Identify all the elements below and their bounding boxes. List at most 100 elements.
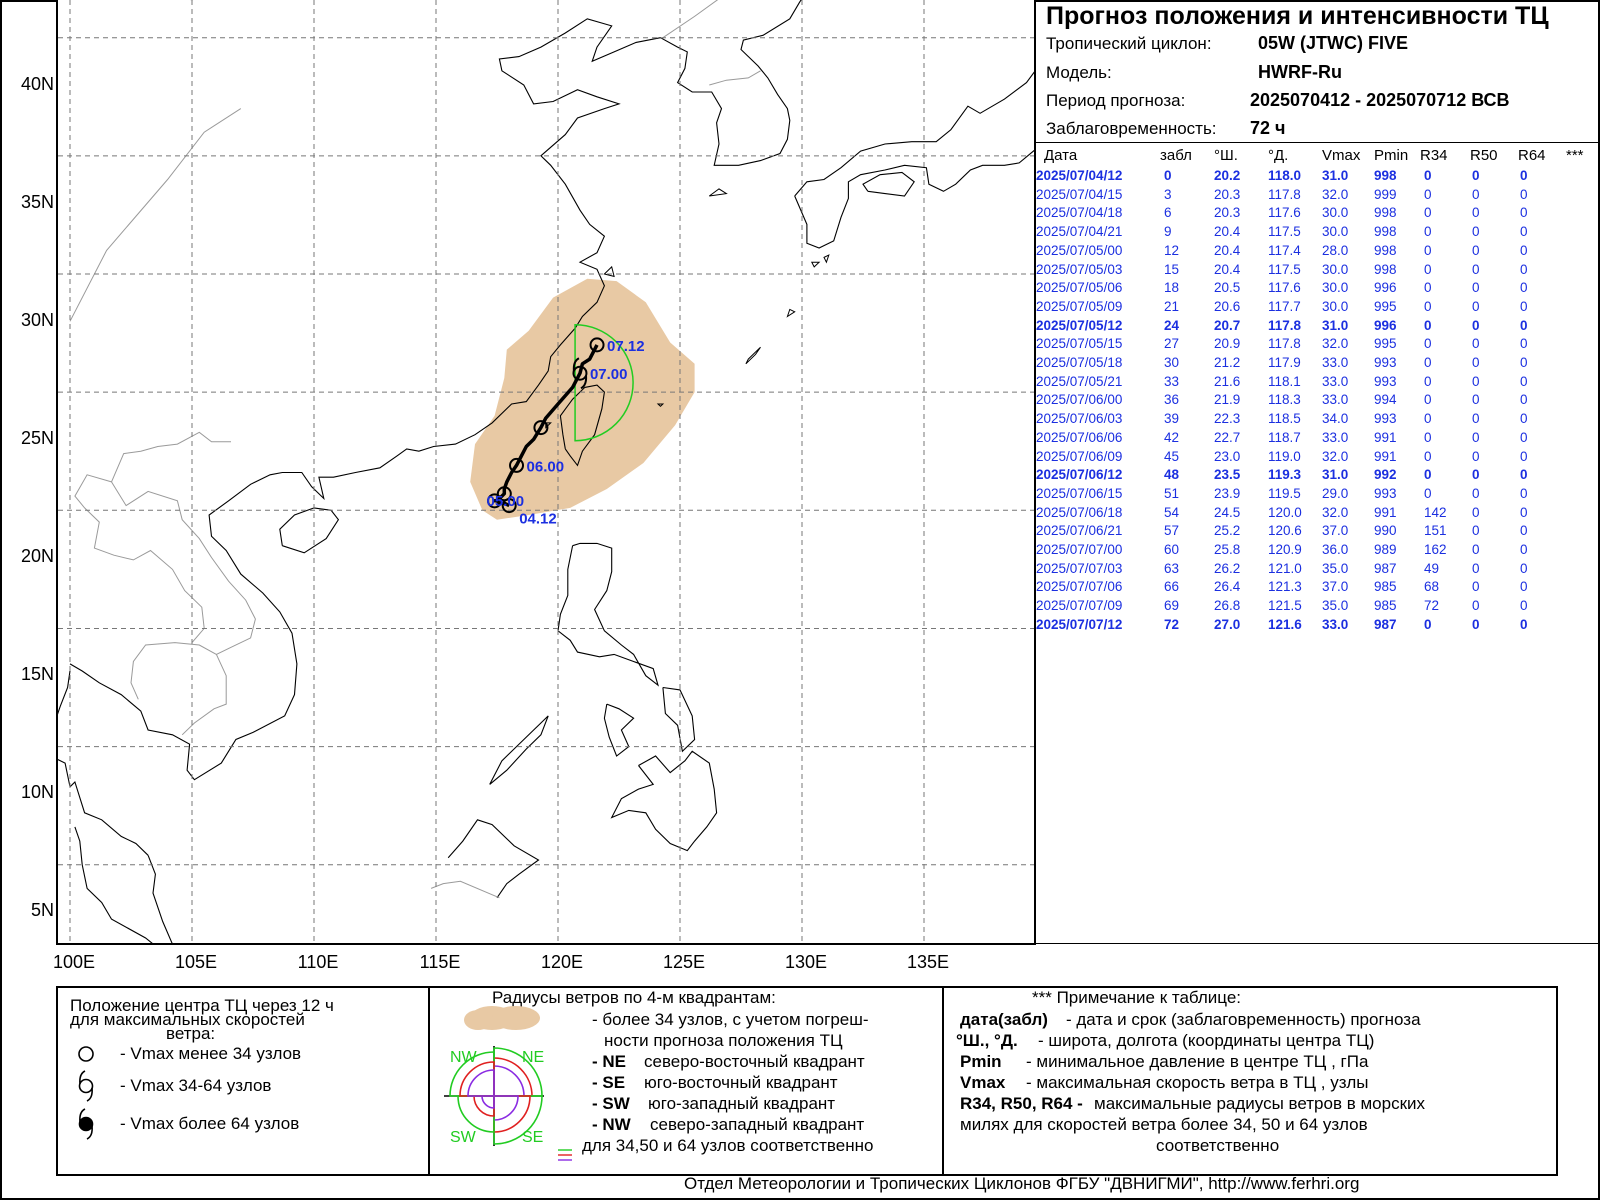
divider: [1032, 943, 1598, 944]
table-cell: 20.4: [1214, 242, 1241, 258]
table-cell: 993: [1374, 485, 1397, 501]
table-cell: 0: [1424, 336, 1432, 352]
table-cell: 992: [1374, 467, 1397, 483]
table-cell: 0: [1520, 504, 1528, 520]
table-cell: 0: [1424, 411, 1432, 427]
table-cell: 32.0: [1322, 448, 1349, 464]
col-header-date: Дата: [1044, 147, 1078, 164]
legend-notes-title: *** Примечание к таблице:: [1032, 988, 1242, 1007]
coastline: [69, 18, 661, 781]
legend-nw-text: северо-западный квадрант: [650, 1115, 865, 1134]
three-line-swatch-icon: [558, 1149, 572, 1161]
table-cell: 23.9: [1214, 485, 1241, 501]
table-cell: 49: [1424, 560, 1440, 576]
table-cell: 37.0: [1322, 523, 1349, 539]
table-cell: 0: [1520, 485, 1528, 501]
quadrant-diagram-icon: [444, 1046, 544, 1146]
table-cell: 117.4: [1268, 242, 1301, 258]
r34-radius: [574, 323, 634, 442]
table-cell: 12: [1164, 242, 1180, 258]
table-cell: 63: [1164, 560, 1180, 576]
table-cell: 118.7: [1268, 429, 1301, 445]
col-header-r64: R64: [1518, 147, 1546, 164]
table-cell: 0: [1520, 560, 1528, 576]
table-cell: 0: [1520, 168, 1528, 183]
table-cell: 20.7: [1214, 317, 1241, 333]
table-cell: 117.7: [1268, 298, 1301, 314]
table-cell: 0: [1424, 168, 1432, 183]
coastline: [279, 507, 340, 554]
country-border: [709, 70, 761, 86]
table-cell-date: 2025/07/06/09: [1036, 448, 1123, 464]
table-cell: 68: [1424, 579, 1440, 595]
table-cell: 0: [1472, 523, 1480, 539]
table-cell: 119.0: [1268, 448, 1301, 464]
table-cell: 0: [1472, 355, 1480, 370]
table-cell: 119.5: [1268, 485, 1301, 501]
position-marker-icon: [533, 420, 549, 436]
table-cell: 117.8: [1268, 336, 1301, 352]
table-cell: 0: [1520, 616, 1528, 632]
table-cell: 25.2: [1214, 523, 1241, 539]
table-cell: 0: [1520, 336, 1528, 352]
coastline: [557, 542, 659, 687]
table-cell: 0: [1520, 355, 1528, 370]
note-key: Pmin: [960, 1052, 1002, 1071]
lat-label: 15N: [20, 664, 54, 684]
table-cell: 0: [1520, 448, 1528, 464]
table-cell: 24.5: [1214, 504, 1241, 520]
note-text: милях для скоростей ветра более 34, 50 и…: [960, 1115, 1368, 1134]
table-cell: 32.0: [1322, 504, 1349, 520]
table-cell: 28.0: [1322, 242, 1349, 258]
table-cell-date: 2025/07/05/03: [1036, 261, 1123, 277]
legend-nw-key: - NW: [592, 1115, 631, 1134]
table-cell: 0: [1472, 504, 1480, 520]
table-cell: 118.5: [1268, 411, 1301, 427]
track-date-label: 04.12: [519, 511, 557, 528]
cyclone-marker-icon: [572, 357, 588, 390]
table-cell: 0: [1424, 205, 1432, 221]
table-cell: 993: [1374, 411, 1397, 427]
table-cell: 121.0: [1268, 560, 1302, 576]
uncertainty-area: [470, 278, 695, 520]
coastline: [69, 780, 149, 856]
table-cell: 998: [1374, 168, 1397, 183]
table-cell: 30.0: [1322, 224, 1349, 240]
table-cell: 26.4: [1214, 579, 1241, 595]
table-cell: 0: [1472, 242, 1480, 258]
lon-label: 125E: [662, 952, 706, 972]
note-text: - минимальное давление в центре ТЦ , гПа: [1026, 1052, 1369, 1071]
table-cell: 29.0: [1322, 485, 1349, 501]
table-cell: 0: [1472, 411, 1480, 427]
table-cell: 6: [1164, 205, 1172, 221]
filled-cyclone-symbol-icon: [78, 1108, 94, 1140]
table-cell: 30.0: [1322, 261, 1349, 277]
table-cell-date: 2025/07/04/18: [1036, 205, 1123, 221]
table-cell: 27.0: [1214, 616, 1241, 632]
legend-uncertainty-text: ности прогноза положения ТЦ: [604, 1031, 843, 1050]
table-cell: 32.0: [1322, 336, 1349, 352]
table-cell: 0: [1520, 205, 1528, 221]
island: [823, 254, 830, 264]
footer-credit: Отдел Метеорологии и Тропических Циклоно…: [684, 1174, 1360, 1193]
table-cell: 35.0: [1322, 598, 1349, 614]
table-cell: 0: [1424, 224, 1432, 240]
table-cell: 120.9: [1268, 542, 1302, 557]
table-cell: 0: [1424, 280, 1432, 296]
table-cell: 32.0: [1322, 186, 1349, 202]
table-cell-date: 2025/07/05/18: [1036, 355, 1123, 370]
table-cell: 27: [1164, 336, 1180, 352]
table-cell: 0: [1520, 392, 1528, 408]
coastline: [58, 670, 71, 787]
note-key: R34, R50, R64 -: [960, 1094, 1083, 1113]
table-cell: 21.9: [1214, 392, 1241, 408]
table-cell: 23.0: [1214, 448, 1241, 464]
island: [603, 265, 615, 278]
country-border: [111, 481, 256, 655]
table-cell: 0: [1472, 467, 1480, 483]
quadrant-label-sw: SW: [450, 1129, 476, 1146]
position-marker-icon: [496, 486, 512, 502]
table-cell: 117.5: [1268, 224, 1301, 240]
table-cell: 30.0: [1322, 205, 1349, 221]
table-cell: 999: [1374, 186, 1397, 202]
